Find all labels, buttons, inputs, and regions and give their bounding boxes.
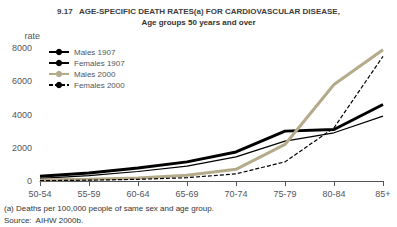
- svg-text:Females 1907: Females 1907: [74, 59, 125, 68]
- svg-text:65-69: 65-69: [175, 189, 198, 199]
- svg-text:rate: rate: [24, 31, 40, 41]
- svg-text:0: 0: [27, 176, 32, 186]
- svg-text:50-54: 50-54: [28, 189, 51, 199]
- svg-text:75-79: 75-79: [273, 189, 296, 199]
- svg-text:Source: AIHW 2000b.: Source: AIHW 2000b.: [4, 216, 83, 225]
- svg-text:85+: 85+: [375, 189, 390, 199]
- svg-text:(a) Deaths per 100,000 people: (a) Deaths per 100,000 people of same se…: [4, 204, 214, 213]
- svg-text:Age groups 50 years and over: Age groups 50 years and over: [141, 18, 255, 27]
- svg-text:9.17 AGE-SPECIFIC DEATH RATE: 9.17 AGE-SPECIFIC DEATH RATES(a) FOR CAR…: [57, 7, 340, 16]
- svg-text:2000: 2000: [12, 143, 32, 153]
- svg-text:6000: 6000: [12, 76, 32, 86]
- svg-text:Males 1907: Males 1907: [74, 48, 116, 57]
- svg-text:8000: 8000: [12, 43, 32, 53]
- svg-text:70-74: 70-74: [224, 189, 247, 199]
- svg-text:80-84: 80-84: [322, 189, 345, 199]
- svg-text:Males 2000: Males 2000: [74, 70, 116, 79]
- svg-text:60-64: 60-64: [126, 189, 149, 199]
- svg-text:55-59: 55-59: [77, 189, 100, 199]
- svg-text:Females 2000: Females 2000: [74, 81, 125, 90]
- svg-text:4000: 4000: [12, 110, 32, 120]
